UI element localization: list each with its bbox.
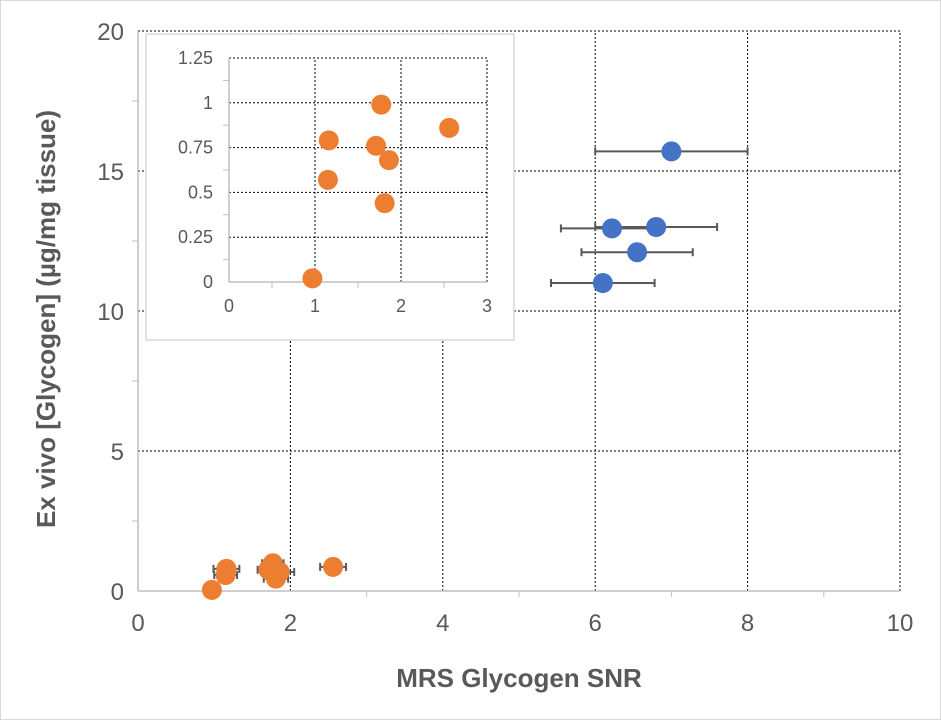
inset-data-point <box>374 193 395 214</box>
inset-x-tick-label: 2 <box>396 296 406 316</box>
inset-gridlines <box>229 57 488 282</box>
inset-x-tick-label: 0 <box>224 296 234 316</box>
main-data-point <box>592 273 613 293</box>
inset-y-tick-label: 0.5 <box>188 182 213 202</box>
main-y-tick-label: 15 <box>97 159 124 186</box>
main-x-tick-label: 4 <box>436 610 449 637</box>
main-x-tick-label: 2 <box>284 610 297 637</box>
main-data-point <box>216 558 237 579</box>
inset-y-tick-label: 0 <box>203 272 213 292</box>
inset-y-tick-label: 1 <box>203 93 213 113</box>
main-data-point <box>601 218 622 239</box>
inset-points <box>302 94 460 289</box>
main-y-tick-label: 10 <box>97 299 124 326</box>
inset-data-point <box>317 169 338 190</box>
main-data-point <box>323 556 344 577</box>
inset-y-tick-label: 1.25 <box>178 48 213 68</box>
inset-axes <box>223 58 487 288</box>
main-data-point <box>646 217 667 237</box>
main-y-tick-label: 5 <box>111 439 124 466</box>
main-x-tick-label: 8 <box>741 610 754 637</box>
x-axis-title: MRS Glycogen SNR <box>396 663 642 693</box>
main-x-tick-label: 10 <box>887 610 914 637</box>
main-data-point <box>201 579 222 600</box>
inset-data-point <box>371 94 392 115</box>
main-y-tick-label: 0 <box>111 579 124 606</box>
main-data-point <box>661 141 682 162</box>
inset-data-point <box>378 150 399 171</box>
main-x-tick-label: 6 <box>589 610 602 637</box>
inset-data-point <box>302 268 323 289</box>
inset-tick-labels: 0 1 2 3 0 0.25 0.5 0.75 1 1.25 <box>178 48 492 316</box>
y-axis-title: Ex vivo [Glycogen] (µg/mg tissue) <box>31 110 61 528</box>
main-y-tick-label: 20 <box>97 19 124 46</box>
inset-data-point <box>318 130 339 151</box>
inset-y-tick-label: 0.75 <box>178 138 213 158</box>
inset-y-tick-label: 0.25 <box>178 227 213 247</box>
inset-data-point <box>366 135 387 156</box>
inset-x-tick-label: 3 <box>482 296 492 316</box>
inset-chart: 0 1 2 3 0 0.25 0.5 0.75 1 1.25 <box>145 33 515 341</box>
inset-x-tick-label: 1 <box>310 296 320 316</box>
main-x-tick-label: 0 <box>131 610 144 637</box>
inset-data-point <box>439 117 460 138</box>
main-data-point <box>269 561 290 582</box>
main-data-point <box>627 242 648 263</box>
main-points <box>201 141 682 600</box>
